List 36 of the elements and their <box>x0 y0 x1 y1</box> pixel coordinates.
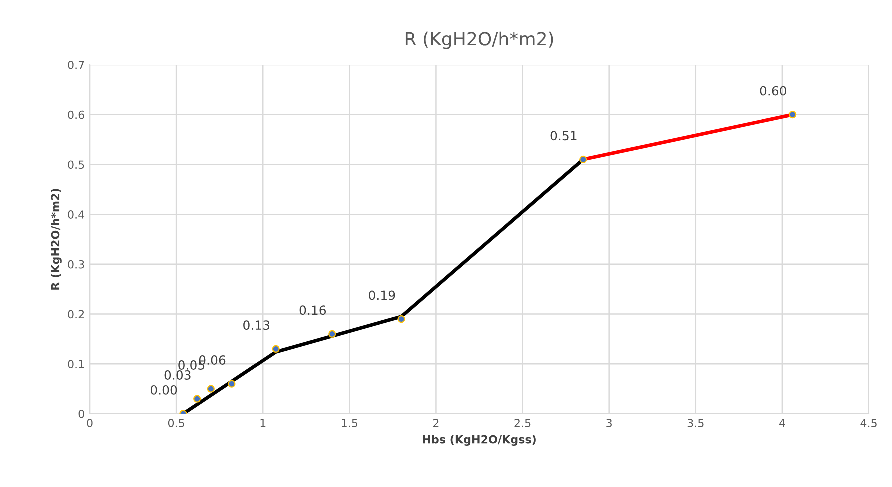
y-tick-label: 0 <box>78 410 84 418</box>
data-label: 0.19 <box>369 290 396 300</box>
y-tick-label: 0.7 <box>68 60 84 70</box>
point <box>207 385 215 393</box>
data-label: 0.13 <box>244 320 270 330</box>
x-tick-label: 4.5 <box>860 419 877 428</box>
x-tick-label: 0 <box>87 419 93 428</box>
data-label: 0.51 <box>550 131 577 141</box>
y-tick-label: 0.2 <box>68 310 84 319</box>
data-label: 0.60 <box>760 86 786 96</box>
x-tick-label: 2 <box>434 419 439 428</box>
x-axis-title: Hbs (KgH2O/Kgss) <box>423 435 536 446</box>
y-tick-label: 0.6 <box>68 110 84 120</box>
x-tick-label: 1 <box>260 419 266 428</box>
point <box>398 315 406 324</box>
y-tick-label: 0.5 <box>68 160 84 170</box>
point <box>272 345 280 353</box>
x-tick-label: 2.5 <box>514 419 531 428</box>
data-label: 0.03 <box>164 370 191 380</box>
point <box>789 111 797 119</box>
x-tick-label: 0.5 <box>168 419 184 428</box>
y-tick-label: 0.1 <box>68 360 84 369</box>
x-tick-label: 1.5 <box>342 419 358 428</box>
x-tick-label: 3 <box>606 419 612 428</box>
y-tick-label: 0.4 <box>68 210 85 219</box>
x-tick-label: 3.5 <box>688 419 704 428</box>
data-label: 0.16 <box>300 306 326 316</box>
point <box>328 330 336 338</box>
chart-title: R (KgH2O/h*m2) <box>406 32 554 50</box>
point <box>580 156 588 164</box>
point <box>228 380 236 388</box>
point <box>194 395 202 403</box>
data-label: 0.00 <box>150 385 178 395</box>
x-tick-label: 4 <box>779 419 786 428</box>
y-axis-title: R (KgH2O/h*m2) <box>51 189 62 290</box>
y-tick-label: 0.3 <box>68 260 84 269</box>
